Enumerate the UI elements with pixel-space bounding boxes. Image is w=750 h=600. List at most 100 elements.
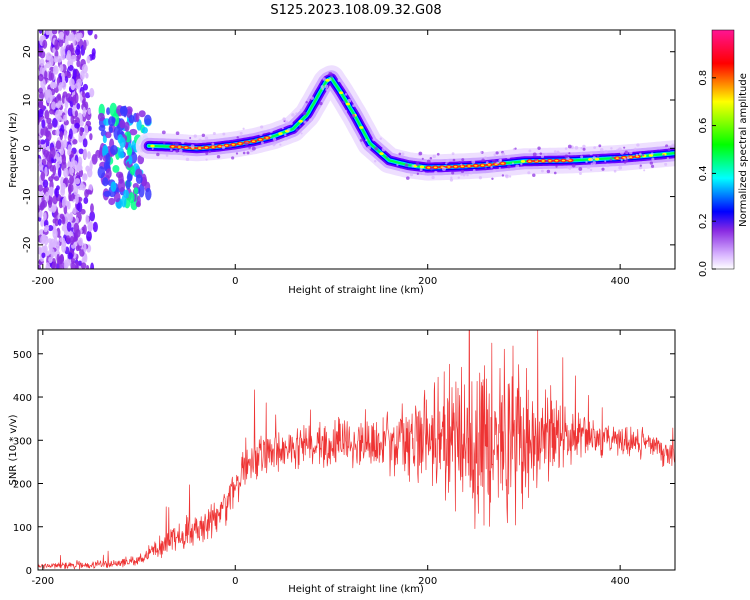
ridge-speckle bbox=[165, 154, 169, 157]
transition-blob bbox=[138, 110, 146, 118]
ridge-speckle bbox=[458, 161, 461, 164]
ridge-speckle bbox=[365, 139, 368, 142]
ridge-speckle bbox=[198, 138, 202, 143]
ridge-speckle bbox=[611, 156, 614, 159]
noise-blob bbox=[45, 62, 51, 69]
ridge-speckle bbox=[481, 158, 485, 162]
ridge-speckle bbox=[592, 156, 596, 160]
ridge-speckle bbox=[618, 147, 622, 152]
ridge-speckle bbox=[175, 131, 180, 136]
ridge-speckle bbox=[586, 165, 591, 170]
noise-blob bbox=[47, 225, 54, 232]
noise-blob bbox=[75, 261, 79, 269]
transition-blob bbox=[133, 187, 139, 195]
ridge-speckle bbox=[221, 145, 226, 150]
transition-blob bbox=[118, 173, 124, 184]
noise-blob bbox=[84, 124, 89, 136]
ridge-speckle bbox=[204, 136, 209, 140]
noise-blob bbox=[57, 93, 62, 100]
noise-blob bbox=[72, 36, 76, 47]
ridge-speckle bbox=[282, 117, 286, 121]
ridge-hotspot-core bbox=[480, 164, 485, 167]
noise-blob bbox=[76, 78, 83, 88]
noise-blob bbox=[67, 64, 74, 72]
ridge-hotspot-core bbox=[427, 166, 431, 169]
noise-blob bbox=[69, 235, 75, 246]
ridge-speckle bbox=[248, 146, 251, 149]
ridge-speckle bbox=[242, 127, 245, 130]
ridge-speckle bbox=[283, 137, 288, 141]
noise-blob bbox=[38, 184, 43, 192]
ridge-hotspot-core bbox=[171, 145, 175, 148]
y-tick-label: 500 bbox=[13, 350, 32, 361]
noise-blob bbox=[66, 49, 72, 61]
ridge-speckle bbox=[236, 136, 239, 139]
noise-blob bbox=[40, 202, 44, 211]
noise-blob bbox=[88, 184, 93, 192]
ridge-speckle bbox=[501, 174, 505, 177]
colorbar-frame bbox=[711, 29, 735, 270]
x-tick-label: 400 bbox=[611, 276, 630, 287]
ridge-speckle bbox=[431, 175, 435, 180]
ridge-hotspot-core bbox=[548, 159, 552, 162]
noise-blob bbox=[79, 120, 84, 127]
colorbar-label: Normalized spectral amplitude bbox=[738, 73, 749, 227]
ridge-speckle bbox=[636, 143, 640, 147]
transition-blob bbox=[105, 168, 112, 179]
ridge-speckle bbox=[362, 144, 366, 148]
noise-blob bbox=[82, 39, 87, 51]
y-axis-label-bottom: SNR (10 * v/v) bbox=[8, 414, 19, 485]
ridge-speckle bbox=[545, 159, 549, 163]
ridge-speckle bbox=[189, 137, 192, 140]
noise-blob bbox=[68, 183, 74, 193]
noise-blob bbox=[42, 235, 49, 241]
ridge-spot bbox=[325, 78, 330, 82]
noise-blob bbox=[38, 264, 42, 269]
noise-blob bbox=[40, 128, 45, 136]
transition-blob bbox=[110, 145, 118, 156]
noise-blob bbox=[65, 93, 72, 102]
colorbar-tick-label: 0.2 bbox=[698, 213, 709, 229]
figure-title: S125.2023.108.09.32.G08 bbox=[270, 3, 441, 18]
colorbar-ticks: 0.0 0.2 0.4 0.6 0.8 bbox=[698, 70, 716, 277]
transition-blob bbox=[106, 107, 111, 116]
noise-blob bbox=[58, 82, 64, 88]
ridge-speckle bbox=[162, 142, 166, 145]
ridge-speckle bbox=[492, 159, 496, 163]
noise-blob bbox=[49, 187, 54, 198]
y-tick-label: 0 bbox=[26, 566, 32, 577]
colorbar-gradient bbox=[712, 30, 734, 269]
ridge-speckle bbox=[398, 152, 402, 156]
noise-blob bbox=[72, 160, 78, 169]
noise-blob bbox=[83, 197, 89, 204]
noise-blob bbox=[40, 171, 46, 182]
ridge-speckle bbox=[506, 154, 511, 159]
transition-blob bbox=[108, 116, 116, 127]
ridge-speckle bbox=[295, 128, 299, 132]
ridge-hotspot-core bbox=[265, 137, 269, 139]
ridge-speckle bbox=[629, 150, 633, 155]
noise-blob bbox=[75, 217, 79, 224]
ridge-speckle bbox=[401, 152, 405, 156]
transition-blob bbox=[118, 151, 125, 159]
ridge-speckle bbox=[260, 141, 264, 145]
ridge-speckle bbox=[598, 144, 602, 148]
ridge-speckle bbox=[635, 153, 639, 157]
ridge-speckle bbox=[537, 153, 541, 157]
noise-blob bbox=[57, 157, 63, 165]
colorbar-tick-label: 0.6 bbox=[698, 118, 709, 134]
ridge-speckle bbox=[589, 168, 593, 172]
y-tick-label: 10 bbox=[22, 94, 33, 107]
ridge-spot bbox=[345, 102, 351, 106]
ridge-spot bbox=[298, 119, 303, 123]
ridge-speckle bbox=[170, 148, 173, 152]
noise-blob bbox=[39, 209, 43, 219]
noise-blob bbox=[46, 89, 52, 98]
ridge-speckle bbox=[515, 164, 520, 169]
noise-blob bbox=[88, 125, 92, 132]
ridge-speckle bbox=[593, 146, 597, 150]
noise-blob bbox=[61, 197, 66, 208]
ridge-speckle bbox=[619, 157, 622, 160]
noise-blob bbox=[65, 34, 70, 42]
